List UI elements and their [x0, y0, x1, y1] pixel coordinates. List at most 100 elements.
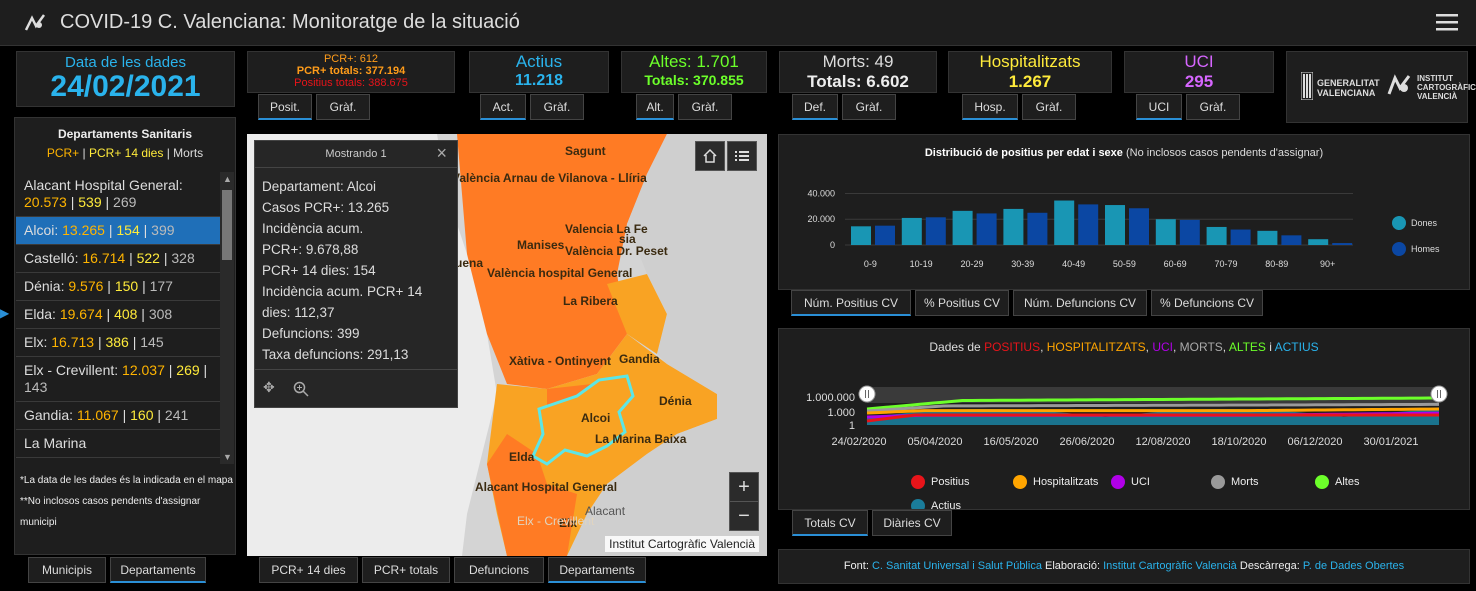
- tab-alt[interactable]: Alt.: [636, 94, 674, 120]
- bar-dones[interactable]: [1003, 208, 1024, 245]
- bar-homes[interactable]: [1230, 229, 1251, 245]
- scroll-down-icon[interactable]: ▼: [223, 452, 232, 462]
- tab-num-positius[interactable]: Núm. Positius CV: [791, 290, 911, 316]
- tab-pct-defuncions[interactable]: % Defuncions CV: [1151, 290, 1263, 316]
- tab-totals-cv[interactable]: Totals CV: [792, 510, 868, 536]
- scroll-up-icon[interactable]: ▲: [223, 174, 232, 184]
- map-label: Xàtiva - Ontinyent: [509, 354, 612, 368]
- dept-name: Elda:: [24, 306, 56, 322]
- legend-item[interactable]: Altes: [1315, 475, 1359, 489]
- department-list[interactable]: Alacant Hospital General: 20.573 | 539 |…: [16, 172, 234, 464]
- legend-label: Homes: [1411, 244, 1440, 254]
- zoom-to-icon[interactable]: [293, 381, 309, 397]
- list-button[interactable]: [727, 141, 757, 171]
- bar-dones[interactable]: [901, 217, 922, 245]
- tab-hosp[interactable]: Hosp.: [962, 94, 1018, 120]
- dept-name: Gandia:: [24, 407, 74, 423]
- tab-diaries-cv[interactable]: Diàries CV: [872, 510, 952, 536]
- bar-homes[interactable]: [1332, 243, 1353, 245]
- bar-dones[interactable]: [952, 210, 973, 245]
- series-altes-line[interactable]: [866, 396, 1440, 411]
- tab-num-defuncions[interactable]: Núm. Defuncions CV: [1013, 290, 1147, 316]
- age-chart-title: Distribució de positius per edat i sexe: [924, 147, 1123, 159]
- tab-posit[interactable]: Posit.: [258, 94, 312, 120]
- list-item[interactable]: Alcoi: 13.265 | 154 | 399: [16, 217, 234, 245]
- tab-def[interactable]: Def.: [792, 94, 838, 120]
- bar-dones[interactable]: [1206, 226, 1227, 245]
- series-morts-line[interactable]: [866, 402, 1440, 413]
- tab-map-pcr14[interactable]: PCR+ 14 dies: [259, 557, 358, 583]
- desc-link[interactable]: P. de Dades Obertes: [1302, 560, 1405, 572]
- tab-act-graf[interactable]: Gràf.: [530, 94, 584, 120]
- bar-dones[interactable]: [1054, 200, 1075, 245]
- bar-homes[interactable]: [1281, 235, 1302, 245]
- map-label: Elda: [509, 450, 535, 464]
- series-positius-line[interactable]: [866, 413, 1439, 423]
- altes-value: Totals: 370.855: [644, 72, 744, 88]
- close-icon[interactable]: ×: [436, 143, 447, 163]
- list-item[interactable]: Gandia: 11.067 | 160 | 241: [16, 402, 234, 430]
- series-hospitalitzats-line[interactable]: [866, 407, 1440, 415]
- elab-link[interactable]: Institut Cartogràfic Valencià: [1103, 560, 1237, 572]
- bar-homes[interactable]: [1129, 208, 1149, 245]
- list-item[interactable]: Alacant Hospital General: 20.573 | 539 |…: [16, 172, 234, 217]
- morts-value: Totals: 6.602: [807, 72, 909, 91]
- bar-homes[interactable]: [875, 225, 895, 245]
- home-button[interactable]: [695, 141, 725, 171]
- bar-homes[interactable]: [976, 213, 997, 245]
- bar-dones[interactable]: [851, 226, 871, 245]
- tab-departaments[interactable]: Departaments: [110, 557, 206, 583]
- tab-def-graf[interactable]: Gràf.: [842, 94, 896, 120]
- tab-pct-positius[interactable]: % Positius CV: [915, 290, 1009, 316]
- font-link[interactable]: C. Sanitat Universal i Salut Pública: [871, 560, 1042, 572]
- zoom-in-button[interactable]: +: [729, 472, 759, 502]
- bar-homes[interactable]: [1179, 219, 1200, 245]
- tab-map-def[interactable]: Defuncions: [454, 557, 544, 583]
- bar-dones[interactable]: [1308, 239, 1329, 245]
- tab-act[interactable]: Act.: [480, 94, 526, 120]
- tab-map-dep[interactable]: Departaments: [548, 557, 646, 583]
- legend-item[interactable]: UCI: [1111, 475, 1150, 489]
- list-item[interactable]: Elx - Crevillent: 12.037 | 269 | 143: [16, 357, 234, 402]
- zoom-out-button[interactable]: −: [729, 501, 759, 531]
- tab-municipis[interactable]: Municipis: [28, 557, 106, 583]
- list-item[interactable]: Castelló: 16.714 | 522 | 328: [16, 245, 234, 273]
- list-item[interactable]: La Marina: [16, 430, 234, 458]
- tab-alt-graf[interactable]: Gràf.: [678, 94, 732, 120]
- legend-item[interactable]: Morts: [1211, 475, 1259, 489]
- list-scrollbar[interactable]: ▲ ▼: [220, 172, 234, 464]
- bar-homes[interactable]: [1078, 204, 1099, 245]
- gv-line2: VALENCIANA: [1317, 88, 1376, 98]
- popup-line: PCR+ 14 dies: 154: [262, 263, 376, 278]
- bar-homes[interactable]: [925, 217, 946, 245]
- plus-icon: +: [738, 476, 750, 498]
- legend-item[interactable]: Actius: [911, 499, 961, 509]
- list-item[interactable]: Dénia: 9.576 | 150 | 177: [16, 273, 234, 301]
- move-icon[interactable]: ✥: [263, 379, 275, 395]
- list-item[interactable]: Elda: 19.674 | 408 | 308: [16, 301, 234, 329]
- x-tick-label: 70-79: [1214, 259, 1237, 269]
- icv-line2: CARTOGRÀFIC: [1417, 83, 1476, 92]
- tab-map-pcrtot[interactable]: PCR+ totals: [362, 557, 450, 583]
- range-handle-right[interactable]: [1430, 385, 1448, 403]
- dept-morts: 328: [171, 250, 195, 266]
- bar-dones[interactable]: [1105, 205, 1125, 245]
- tab-hosp-graf[interactable]: Gràf.: [1022, 94, 1076, 120]
- left-expand-arrow-icon[interactable]: ▶: [0, 306, 10, 320]
- range-handle-left[interactable]: [858, 385, 876, 403]
- tab-uci[interactable]: UCI: [1136, 94, 1182, 120]
- tab-posit-graf[interactable]: Gràf.: [316, 94, 370, 120]
- legend-item[interactable]: Hospitalitzats: [1013, 475, 1098, 489]
- legend-item[interactable]: Positius: [911, 475, 970, 489]
- dept-morts: 177: [149, 278, 173, 294]
- list-item[interactable]: Elx: 16.713 | 386 | 145: [16, 329, 234, 357]
- scrollbar-thumb[interactable]: [222, 190, 232, 260]
- bar-homes[interactable]: [1027, 212, 1048, 245]
- y-tick-label: 1.000: [827, 407, 855, 419]
- bar-dones[interactable]: [1155, 219, 1176, 245]
- series-actius-area[interactable]: [867, 409, 1439, 425]
- dept-name: Elx - Crevillent:: [24, 362, 119, 378]
- tab-uci-graf[interactable]: Gràf.: [1186, 94, 1240, 120]
- hamburger-menu-icon[interactable]: [1436, 12, 1458, 32]
- bar-dones[interactable]: [1257, 230, 1278, 245]
